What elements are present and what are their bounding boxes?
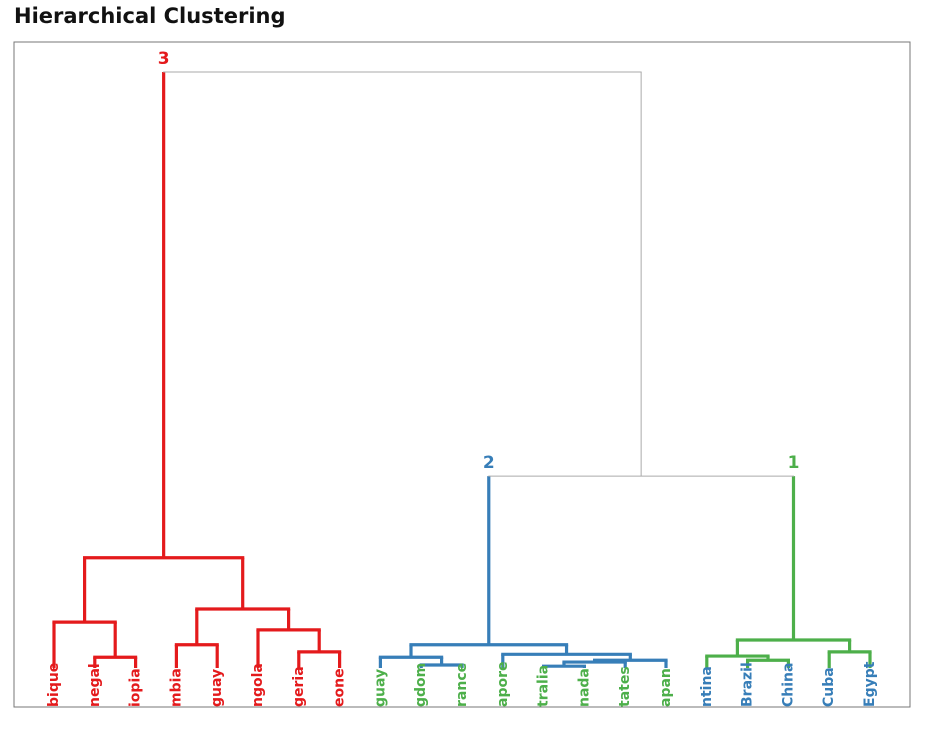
leaf-label: bique [46, 663, 62, 707]
leaf-label: rance [454, 663, 470, 707]
leaf-label: China [780, 663, 796, 707]
leaf-label: Cuba [821, 667, 837, 707]
cluster-label: 3 [158, 49, 170, 69]
chart-title: Hierarchical Clustering [14, 4, 286, 28]
leaf-label: apan [658, 668, 674, 707]
leaf-label: tates [617, 666, 633, 707]
leaf-label: gdom [413, 663, 429, 707]
leaf-label: eone [332, 668, 348, 707]
leaf-label: geria [291, 666, 307, 707]
plot-area: bique negal iopia mbia guay ngola geria eone gua… [46, 71, 878, 708]
leaf-label: guay [372, 669, 388, 707]
leaf-label: iopia [128, 668, 144, 707]
leaf-label: nada [576, 668, 592, 707]
leaf-label: ngola [250, 663, 266, 707]
leaf-label: negal [87, 663, 103, 707]
leaf-label: guay [209, 669, 225, 707]
leaf-label: mbia [168, 668, 184, 707]
plot-frame [13, 41, 911, 708]
leaf-label: tralia [536, 665, 552, 707]
leaf-label: Brazil [740, 662, 756, 707]
leaf-label: apore [495, 662, 511, 708]
leaf-label: ntina [699, 666, 715, 707]
leaf-label: Egypt [862, 661, 878, 707]
cluster-label: 2 [483, 453, 495, 473]
cluster-label: 1 [788, 453, 800, 473]
